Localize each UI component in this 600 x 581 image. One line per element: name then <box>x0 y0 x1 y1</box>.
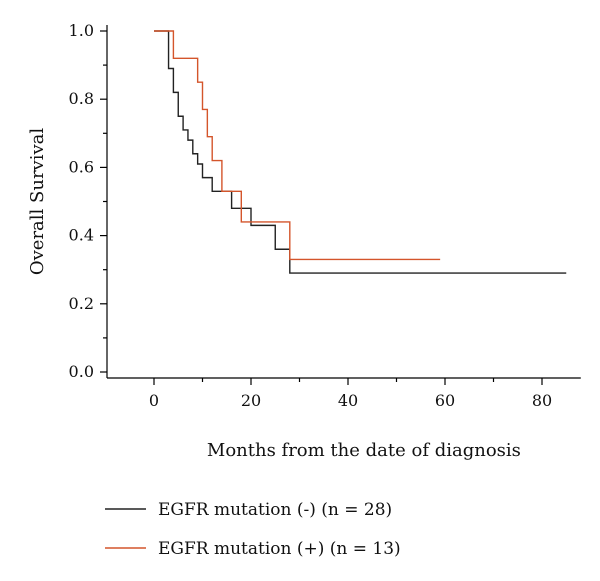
chart-axes <box>106 25 581 379</box>
x-tick-label: 20 <box>241 391 261 410</box>
y-tick-label: 0.0 <box>69 362 94 381</box>
y-tick-label: 0.2 <box>69 294 94 313</box>
axis-ticks: 0.0 0.2 0.4 0.6 0.8 1.0 0 20 40 60 80 <box>69 21 553 410</box>
x-tick-label: 80 <box>532 391 552 410</box>
legend-label: EGFR mutation (+) (n = 13) <box>158 539 401 559</box>
x-tick-label: 60 <box>435 391 455 410</box>
x-tick-label: 40 <box>338 391 358 410</box>
survival-curve-egfr-positive <box>154 30 441 261</box>
series-layer <box>154 30 567 274</box>
y-tick-label: 1.0 <box>69 21 94 40</box>
survival-curve-egfr-negative <box>154 30 567 274</box>
x-axis-title: Months from the date of diagnosis <box>207 440 521 461</box>
y-tick-label: 0.8 <box>69 89 94 108</box>
legend: EGFR mutation (-) (n = 28) EGFR mutation … <box>105 500 401 559</box>
y-axis-title: Overall Survival <box>27 128 48 276</box>
y-tick-label: 0.6 <box>69 157 94 176</box>
x-tick-label: 0 <box>149 391 159 410</box>
legend-label: EGFR mutation (-) (n = 28) <box>158 500 392 520</box>
y-tick-label: 0.4 <box>69 226 94 245</box>
